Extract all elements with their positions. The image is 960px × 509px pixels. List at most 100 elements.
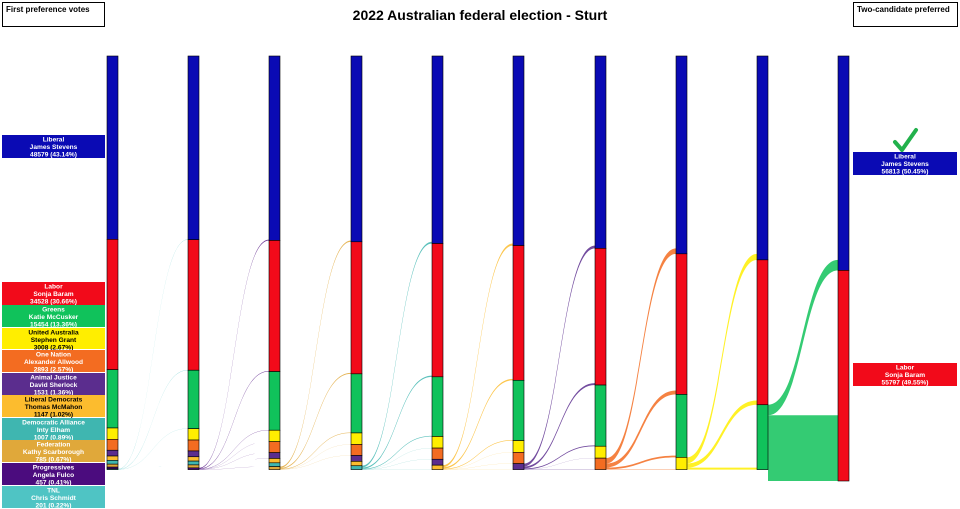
bar-layer bbox=[106, 55, 850, 482]
carry-liberal bbox=[606, 56, 676, 248]
label-liberal-name: James Stevens bbox=[30, 144, 78, 151]
final-label-labor-votes: 55797 (49.55%) bbox=[882, 380, 929, 387]
bar-stage0-liberal-democrats bbox=[106, 455, 119, 461]
flow-animal-justice-to-greens bbox=[524, 445, 595, 470]
flow-liberal-democrats-to-liberal bbox=[443, 243, 513, 468]
flow-tnl-to-animal-justice bbox=[118, 456, 188, 470]
bar-stage3-democratic-alliance bbox=[350, 465, 363, 470]
first-preference-header: First preference votes bbox=[2, 2, 105, 27]
label-federation-party: Federation bbox=[37, 442, 71, 449]
flow-tnl-to-labor bbox=[118, 369, 188, 470]
bar-stage3-labor bbox=[350, 241, 363, 375]
bar-stage4-greens bbox=[431, 376, 444, 437]
label-progressives-name: Angela Fulco bbox=[33, 472, 74, 479]
bar-stage0-animal-justice bbox=[106, 449, 119, 457]
flow-tnl-to-liberal bbox=[118, 239, 188, 470]
label-democratic-alliance-name: Inty Elham bbox=[37, 427, 70, 434]
flow-animal-justice-to-united-australia bbox=[524, 457, 595, 470]
label-box-federation bbox=[2, 440, 105, 462]
label-labor-party: Labor bbox=[44, 284, 63, 291]
label-tnl-party: TNL bbox=[47, 488, 60, 495]
bar-stage5-animal-justice bbox=[512, 463, 525, 470]
flow-progressives-to-liberal bbox=[199, 239, 269, 469]
carry-one-nation bbox=[199, 440, 269, 453]
label-greens-name: Katie McCusker bbox=[29, 314, 79, 321]
flow-one-nation-to-liberal bbox=[606, 248, 676, 464]
flow-liberal-democrats-to-one-nation bbox=[443, 463, 513, 470]
bar-stage5-liberal bbox=[512, 55, 525, 246]
carry-liberal-democrats bbox=[118, 456, 188, 461]
final-label-labor-name: Sonja Baram bbox=[885, 372, 925, 379]
bar-stage2-animal-justice bbox=[268, 452, 281, 459]
flow-greens-to-liberal bbox=[768, 259, 838, 416]
label-progressives-party: Progressives bbox=[33, 465, 75, 472]
carry-liberal bbox=[443, 56, 513, 244]
flow-tnl-to-federation bbox=[118, 467, 188, 470]
label-box-greens bbox=[2, 305, 105, 327]
bar-stage1-animal-justice bbox=[187, 450, 200, 458]
flow-federation-to-liberal bbox=[280, 240, 351, 468]
bar-stage5-one-nation bbox=[512, 452, 525, 464]
chart-title: 2022 Australian federal election - Sturt bbox=[352, 7, 608, 23]
label-federation-votes: 785 (0.67%) bbox=[36, 457, 72, 464]
flow-united-australia-to-liberal bbox=[687, 253, 757, 464]
flow-liberal-democrats-to-greens bbox=[443, 439, 513, 470]
label-liberal-votes: 48579 (43.14%) bbox=[30, 152, 77, 159]
bar-stage8-greens bbox=[756, 404, 769, 470]
flow-democratic-alliance-to-liberal bbox=[362, 241, 432, 468]
flow-animal-justice-to-labor bbox=[524, 383, 595, 469]
flow-democratic-alliance-to-labor bbox=[362, 375, 432, 469]
final-label-liberal-party: Liberal bbox=[894, 154, 916, 161]
label-animal-justice-votes: 1531 (1.36%) bbox=[34, 390, 74, 397]
flow-liberal-democrats-to-united-australia bbox=[443, 452, 513, 470]
flow-tnl-to-united-australia bbox=[118, 440, 188, 470]
flow-federation-to-one-nation bbox=[280, 455, 351, 470]
bar-stage5-greens bbox=[512, 379, 525, 441]
label-box-democratic-alliance bbox=[2, 418, 105, 440]
label-united-australia-name: Stephen Grant bbox=[31, 337, 77, 344]
label-box-progressives bbox=[2, 463, 105, 485]
bar-stage2-liberal-democrats bbox=[268, 458, 281, 464]
carry-united-australia bbox=[118, 428, 188, 440]
bar-stage1-greens bbox=[187, 369, 200, 429]
label-progressives-votes: 457 (0.41%) bbox=[36, 480, 72, 487]
bar-stage2-united-australia bbox=[268, 429, 281, 442]
bar-stage3-liberal bbox=[350, 55, 363, 243]
carry-liberal bbox=[687, 56, 757, 254]
carry-liberal bbox=[280, 56, 351, 240]
carry-labor bbox=[606, 248, 676, 390]
bar-stage7-labor bbox=[675, 253, 688, 395]
carry-labor bbox=[687, 254, 757, 401]
carry-liberal bbox=[118, 56, 188, 239]
bar-stage1-federation bbox=[187, 464, 200, 469]
bar-stage7-united-australia bbox=[675, 457, 688, 470]
flow-tnl-to-democratic-alliance bbox=[118, 464, 188, 470]
bar-stage6-greens bbox=[594, 384, 607, 447]
label-animal-justice-party: Animal Justice bbox=[30, 375, 77, 382]
bar-stage9-liberal bbox=[837, 55, 850, 271]
bar-stage4-united-australia bbox=[431, 436, 444, 449]
carry-liberal bbox=[524, 56, 595, 246]
flow-progressives-to-greens bbox=[199, 429, 269, 470]
label-democratic-alliance-party: Democratic Alliance bbox=[22, 420, 85, 427]
label-box-one-nation bbox=[2, 350, 105, 372]
bar-stage8-labor bbox=[756, 259, 769, 406]
flow-united-australia-to-greens bbox=[687, 467, 757, 470]
flow-democratic-alliance-to-greens bbox=[362, 435, 432, 470]
label-box-liberal bbox=[2, 135, 105, 158]
flow-democratic-alliance-to-united-australia bbox=[362, 447, 432, 470]
carry-greens bbox=[280, 372, 351, 433]
carry-labor bbox=[280, 240, 351, 372]
bar-stage4-one-nation bbox=[431, 447, 444, 460]
bar-stage2-one-nation bbox=[268, 441, 281, 453]
flow-federation-to-labor bbox=[280, 372, 351, 469]
bar-stage5-united-australia bbox=[512, 440, 525, 453]
label-greens-votes: 15454 (13.36%) bbox=[30, 322, 77, 329]
label-tnl-name: Chris Schmidt bbox=[31, 495, 77, 502]
label-greens-party: Greens bbox=[42, 307, 65, 314]
bar-stage0-federation bbox=[106, 463, 119, 468]
bar-stage1-liberal-democrats bbox=[187, 456, 200, 462]
bar-stage4-animal-justice bbox=[431, 458, 444, 466]
carry-labor bbox=[118, 239, 188, 370]
